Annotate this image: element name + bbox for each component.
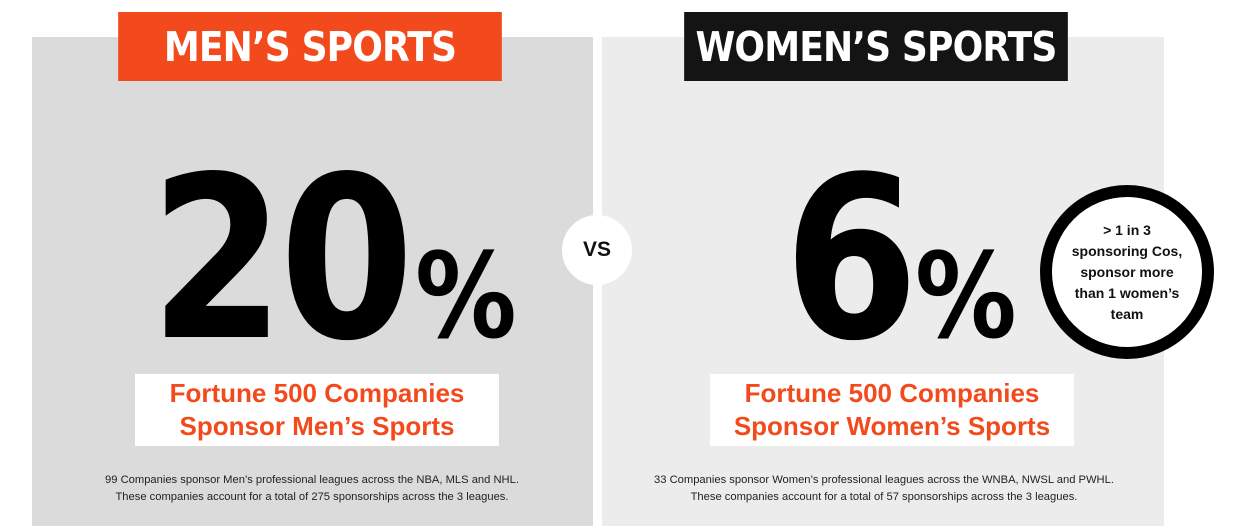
mens-label-line: Fortune 500 Companies [169, 378, 465, 408]
womens-sports-header: WOMEN’S SPORTS [684, 12, 1068, 81]
womens-footnote-line: These companies account for a total of 5… [690, 491, 1078, 503]
mens-label-box: Fortune 500 Companies Sponsor Men’s Spor… [135, 374, 499, 446]
callout-line: sponsor more [1080, 263, 1174, 280]
mens-percentage-value: 20 [150, 129, 414, 391]
womens-label-box: Fortune 500 Companies Sponsor Women’s Sp… [710, 374, 1074, 446]
callout-line: than 1 women’s [1074, 284, 1180, 301]
callout-line: sponsoring Cos, [1071, 242, 1183, 259]
callout-line: team [1110, 305, 1144, 322]
mens-sports-header: MEN’S SPORTS [118, 12, 502, 81]
womens-footnote: 33 Companies sponsor Women’s professiona… [606, 472, 1162, 506]
mens-footnote: 99 Companies sponsor Men’s professional … [40, 472, 584, 506]
mens-percentage-unit: % [415, 227, 517, 365]
vs-badge: VS [562, 215, 632, 285]
womens-percentage-unit: % [914, 227, 1017, 365]
womens-label-line: Fortune 500 Companies [744, 378, 1040, 408]
womens-percentage-value: 6 [784, 129, 919, 391]
multi-sponsor-callout: > 1 in 3 sponsoring Cos, sponsor more th… [1040, 185, 1214, 359]
mens-percentage: 20 % [150, 148, 533, 373]
mens-footnote-line: These companies account for a total of 2… [115, 491, 509, 503]
mens-label-line: Sponsor Men’s Sports [179, 411, 455, 441]
womens-percentage: 6 % [784, 148, 1033, 373]
womens-label-line: Sponsor Women’s Sports [733, 411, 1051, 441]
callout-line: > 1 in 3 [1103, 221, 1151, 238]
mens-footnote-line: 99 Companies sponsor Men’s professional … [105, 474, 519, 486]
womens-footnote-line: 33 Companies sponsor Women’s professiona… [654, 474, 1114, 486]
